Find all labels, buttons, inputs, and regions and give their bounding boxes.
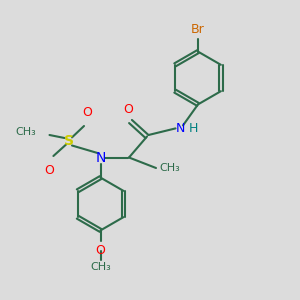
Text: CH₃: CH₃ (160, 163, 180, 173)
Text: Br: Br (191, 23, 205, 36)
Text: O: O (82, 106, 92, 119)
Text: O: O (45, 164, 54, 176)
Text: CH₃: CH₃ (15, 127, 36, 137)
Text: H: H (189, 122, 198, 135)
Text: S: S (64, 134, 74, 148)
Text: O: O (96, 244, 105, 257)
Text: CH₃: CH₃ (90, 262, 111, 272)
Text: N: N (95, 151, 106, 164)
Text: O: O (123, 103, 133, 116)
Text: N: N (175, 122, 185, 135)
